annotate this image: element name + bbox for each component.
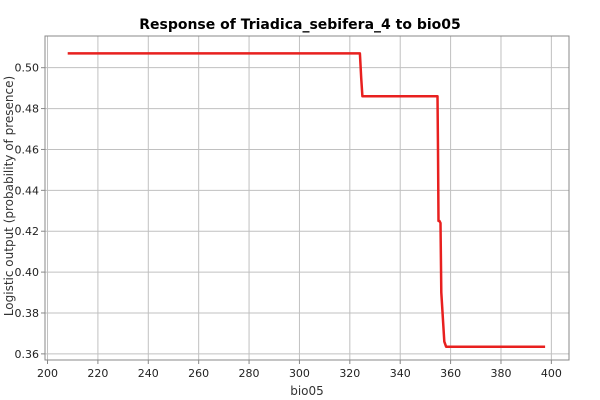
y-tick-label: 0.44	[15, 184, 40, 197]
y-tick-label: 0.38	[15, 307, 40, 320]
response-curve	[67, 52, 546, 348]
y-axis-label: Logistic output (probability of presence…	[2, 76, 16, 316]
grid	[45, 36, 569, 360]
plot-area	[44, 35, 570, 361]
y-tick-label: 0.46	[15, 143, 40, 156]
x-tick-label: 280	[239, 367, 260, 380]
x-tick-label: 220	[87, 367, 108, 380]
x-tick-label: 300	[289, 367, 310, 380]
x-tick-label: 400	[541, 367, 562, 380]
y-tick-label: 0.42	[15, 225, 40, 238]
chart-title: Response of Triadica_sebifera_4 to bio05	[139, 17, 461, 33]
x-tick-label: 340	[390, 367, 411, 380]
y-tick-label: 0.40	[15, 266, 40, 279]
series-layer	[67, 52, 546, 348]
axis-ticks: 200 220 240 260 280 300 320 340 360 380 400 0.36 0.3…	[15, 62, 562, 380]
x-tick-label: 260	[188, 367, 209, 380]
x-tick-label: 200	[37, 367, 58, 380]
x-tick-label: 320	[339, 367, 360, 380]
x-tick-label: 240	[138, 367, 159, 380]
x-tick-label: 380	[490, 367, 511, 380]
y-tick-label: 0.48	[15, 103, 40, 116]
x-axis-label: bio05	[290, 384, 324, 398]
y-tick-label: 0.50	[15, 62, 40, 75]
y-tick-label: 0.36	[15, 348, 40, 361]
x-tick-label: 360	[440, 367, 461, 380]
